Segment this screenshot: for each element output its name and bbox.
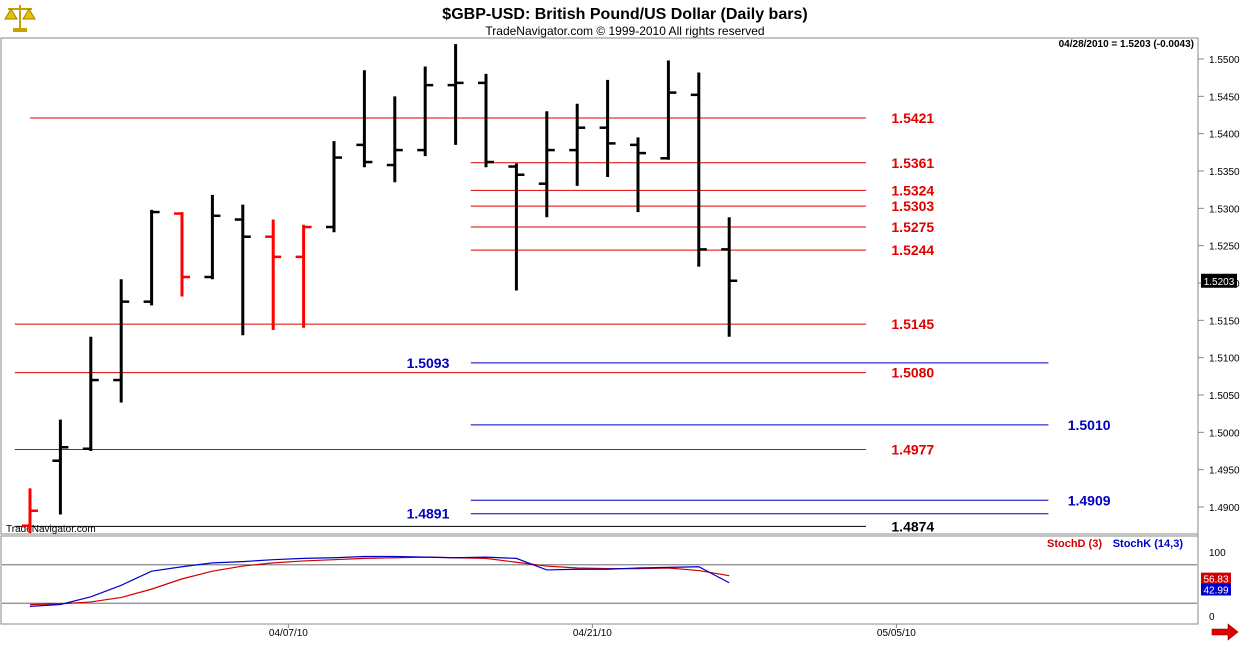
copyright-line: TradeNavigator.com © 1999-2010 All right… (485, 24, 764, 38)
price-tick-label: 1.5100 (1209, 354, 1240, 365)
ohlc-bar (143, 209, 160, 306)
level-label: 1.4909 (1068, 492, 1111, 508)
ohlc-bar (234, 204, 251, 336)
level-label: 1.5244 (891, 242, 934, 258)
level-label: 1.4891 (407, 506, 450, 522)
date-tick-label: 05/05/10 (877, 628, 916, 639)
ohlc-bar (690, 72, 707, 267)
ohlc-bar (265, 219, 282, 331)
stoch-k-line (29, 555, 730, 607)
level-label: 1.5361 (891, 155, 934, 171)
date-tick-label: 04/07/10 (269, 628, 308, 639)
scales-logo-icon[interactable] (4, 5, 36, 32)
stoch-k-readout-box (1201, 583, 1231, 596)
right-arrow-icon[interactable] (1211, 623, 1239, 641)
last-quote-readout: 04/28/2010 = 1.5203 (-0.0043) (1059, 39, 1194, 50)
price-bars (22, 44, 738, 534)
ohlc-bar (386, 96, 403, 183)
ohlc-bar (478, 73, 494, 168)
ohlc-bar (721, 217, 738, 337)
stochastic-panel-frame (0, 535, 1199, 625)
ohlc-bar (82, 336, 99, 451)
price-tick-label: 1.5300 (1209, 204, 1240, 215)
current-price-label: 1.5203 (1204, 277, 1235, 288)
price-tick-label: 1.5400 (1209, 130, 1240, 141)
level-label: 1.5324 (891, 182, 934, 198)
ohlc-bar (204, 194, 221, 280)
ohlc-bar (630, 137, 646, 213)
ohlc-bar (356, 70, 373, 168)
watermark-label: TradeNavigator.com (6, 524, 96, 535)
ohlc-bar (447, 44, 464, 145)
ohlc-bar (22, 488, 38, 534)
level-label: 1.5145 (891, 316, 934, 332)
stoch-tick-label: 100 (1209, 548, 1226, 559)
ohlc-bar (295, 224, 312, 328)
current-price-box (1201, 273, 1237, 288)
ohlc-bar (113, 279, 130, 403)
ohlc-bar (538, 111, 555, 218)
chart-title: $GBP-USD: British Pound/US Dollar (Daily… (442, 6, 807, 23)
stoch-k-readout: 42.99 (1203, 585, 1228, 596)
price-tick-label: 1.5050 (1209, 391, 1240, 402)
price-tick-label: 1.5350 (1209, 167, 1240, 178)
stoch-d-legend: StochD (3) (1047, 538, 1102, 550)
price-panel-frame (0, 37, 1199, 535)
level-label: 1.5303 (891, 198, 934, 214)
price-axis: 1.5500 1.5450 1.5400 1.5350 1.5300 1.5250 1.52… (1198, 55, 1240, 514)
price-tick-label: 1.4950 (1209, 466, 1240, 477)
stoch-d-readout-box (1201, 572, 1231, 585)
ohlc-bar (52, 419, 69, 515)
level-label: 1.5010 (1068, 417, 1111, 433)
ohlc-bar (569, 103, 586, 186)
ohlc-bar (174, 212, 190, 297)
price-tick-label: 1.5450 (1209, 92, 1240, 103)
price-tick-label: 1.4900 (1209, 503, 1240, 514)
level-label: 1.5421 (891, 110, 934, 126)
ohlc-bar (326, 141, 342, 233)
level-label: 1.4874 (891, 518, 934, 534)
ohlc-bar (417, 66, 434, 157)
ohlc-bar (599, 79, 616, 177)
level-label: 1.5080 (891, 365, 934, 381)
level-label: 1.5275 (891, 219, 934, 235)
price-tick-label: 1.5250 (1209, 242, 1240, 253)
price-tick-label: 1.5500 (1209, 55, 1240, 66)
price-tick-label: 1.5150 (1209, 316, 1240, 327)
date-tick-label: 04/21/10 (573, 628, 612, 639)
ohlc-bar (660, 60, 677, 160)
stoch-d-readout: 56.83 (1203, 575, 1228, 586)
stoch-k-legend: StochK (14,3) (1113, 538, 1184, 550)
ohlc-bar (508, 163, 525, 291)
stoch-tick-label: 0 (1209, 612, 1215, 623)
date-axis: 04/07/10 04/21/10 05/05/10 (269, 624, 916, 639)
level-label: 1.5093 (407, 355, 450, 371)
stochastic-lines (29, 555, 730, 607)
level-label: 1.4977 (891, 442, 934, 458)
price-tick-label: 1.5000 (1209, 428, 1240, 439)
